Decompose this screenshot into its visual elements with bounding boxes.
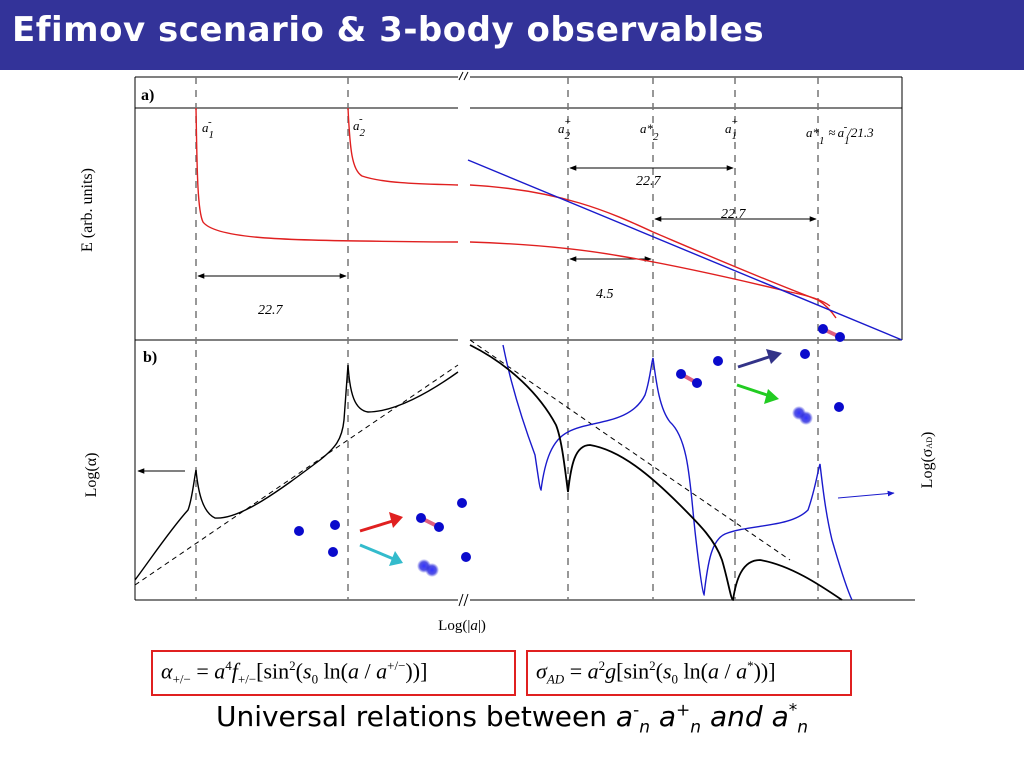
dimer-threshold-line xyxy=(467,159,903,341)
efimov-trimer-curves xyxy=(195,107,837,319)
panel-b-label: b) xyxy=(143,349,157,366)
title-bar: Efimov scenario & 3-body observables xyxy=(0,0,1024,70)
label-a-star-1-relation: a*1≈ a1-/21.3 xyxy=(806,121,874,147)
atom-dot-icon xyxy=(834,402,844,412)
reaction-arrow-icon xyxy=(737,354,773,369)
spacing-label-left: 22.7 xyxy=(258,303,284,318)
threshold-lines xyxy=(195,77,819,600)
label-a-minus-1: a1- xyxy=(202,116,214,141)
reaction-arrow-icon xyxy=(359,518,397,533)
spacing-label-lower-right: 22.7 xyxy=(721,207,747,222)
dimer-icon xyxy=(676,369,702,388)
atom-dot-icon xyxy=(800,349,810,359)
spacing-label-upper-right: 22.7 xyxy=(636,174,662,189)
dimer-icon xyxy=(818,324,845,342)
label-a-minus-2: a2- xyxy=(353,113,366,139)
atom-dot-icon xyxy=(457,498,467,508)
atom-dot-icon xyxy=(461,552,471,562)
recombination-curve-black xyxy=(469,344,843,601)
sigma-formula: σAD = a2g[sin2(s0 ln(a / a*))] xyxy=(526,650,852,696)
axis-break-icon xyxy=(458,71,469,607)
label-a-plus-1: a1+ xyxy=(725,116,738,142)
trimer-blob-icon xyxy=(417,559,439,577)
log-sigma-axis-label: Log(σAD) xyxy=(919,432,936,489)
panel-b-frame xyxy=(134,340,915,601)
efimov-figure: a) b) E (arb. units) Log(α) Log(σAD) a1-… xyxy=(79,71,936,634)
spacing-arrows xyxy=(197,165,817,279)
panel-a-frame xyxy=(134,76,903,341)
spacing-label-short: 4.5 xyxy=(596,287,614,302)
atom-dot-icon xyxy=(713,356,723,366)
atom-dot-icon xyxy=(294,526,304,536)
relaxation-rate-curve-blue xyxy=(502,344,853,601)
dimer-icon xyxy=(416,513,444,532)
slide-caption: Universal relations between a-n a+n and … xyxy=(215,700,809,738)
energy-axis-label: E (arb. units) xyxy=(79,168,96,252)
alpha-formula: α+/− = a4f+/−[sin2(s0 ln(a / a+/−))] xyxy=(151,650,516,696)
alpha-asymptote xyxy=(134,364,459,586)
label-a-plus-2: a2+ xyxy=(558,116,571,142)
atom-dot-icon xyxy=(328,547,338,557)
right-axis-arrow xyxy=(837,490,895,499)
x-axis-label: Log(|a|) xyxy=(438,618,486,634)
sigma-asymptote xyxy=(469,339,791,561)
slide-title: Efimov scenario & 3-body observables xyxy=(12,10,765,50)
label-a-star-2: a*2 xyxy=(640,121,659,143)
atom-dot-icon xyxy=(330,520,340,530)
reaction-arrow-icon xyxy=(359,543,397,562)
log-alpha-axis-label: Log(α) xyxy=(83,453,100,498)
alpha-recombination-curve xyxy=(134,364,459,581)
trimer-blob-icon xyxy=(792,406,813,425)
recombination-scheme xyxy=(294,498,471,577)
panel-a-label: a) xyxy=(141,87,154,104)
reaction-arrow-icon xyxy=(736,383,771,398)
relaxation-scheme xyxy=(676,324,845,425)
